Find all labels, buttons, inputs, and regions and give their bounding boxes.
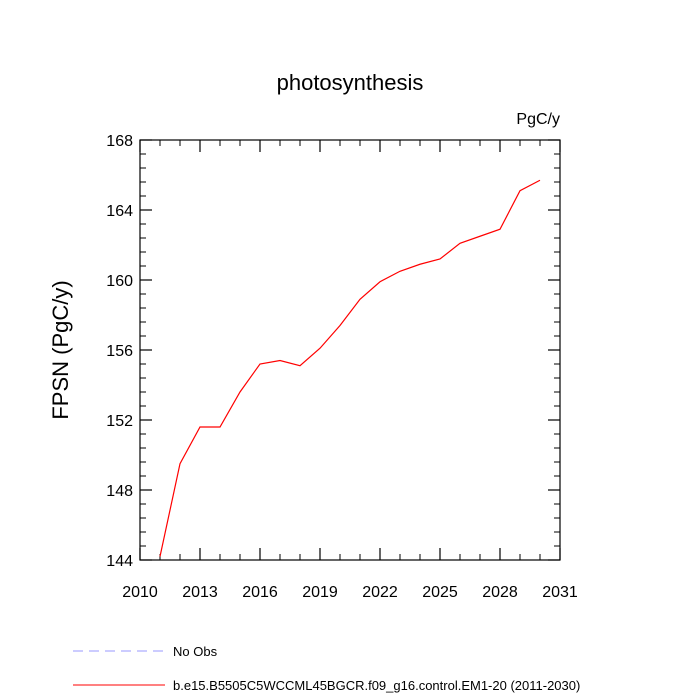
- legend: No Obs b.e15.B5505C5WCCML45BGCR.f09_g16.c…: [73, 644, 580, 693]
- y-axis-label-group: FPSN (PgC/y): [48, 280, 73, 419]
- legend-label: No Obs: [173, 644, 218, 659]
- x-tick-label: 2010: [122, 584, 158, 601]
- y-tick-label: 160: [106, 273, 133, 290]
- y-tick-label: 164: [106, 203, 133, 220]
- x-tick-label: 2013: [182, 584, 218, 601]
- x-tick-label: 2028: [482, 584, 518, 601]
- units-label: PgC/y: [516, 111, 560, 128]
- x-tick-label: 2031: [542, 584, 578, 601]
- chart-title: photosynthesis: [277, 70, 424, 95]
- y-tick-label: 148: [106, 483, 133, 500]
- series-line: [159, 179, 541, 557]
- legend-label: b.e15.B5505C5WCCML45BGCR.f09_g16.control…: [173, 678, 580, 693]
- series-layer: [159, 179, 541, 557]
- x-tick-label: 2025: [422, 584, 458, 601]
- y-axis-label: FPSN (PgC/y): [48, 280, 73, 419]
- axes: 2010 2013 2016 2019 2022 2025 2028 2031 144 148 15…: [106, 133, 578, 601]
- y-tick-label: 144: [106, 553, 133, 570]
- y-tick-label: 152: [106, 413, 133, 430]
- x-tick-label: 2016: [242, 584, 278, 601]
- x-tick-label: 2022: [362, 584, 398, 601]
- x-tick-label: 2019: [302, 584, 338, 601]
- y-tick-label: 156: [106, 343, 133, 360]
- y-tick-label: 168: [106, 133, 133, 150]
